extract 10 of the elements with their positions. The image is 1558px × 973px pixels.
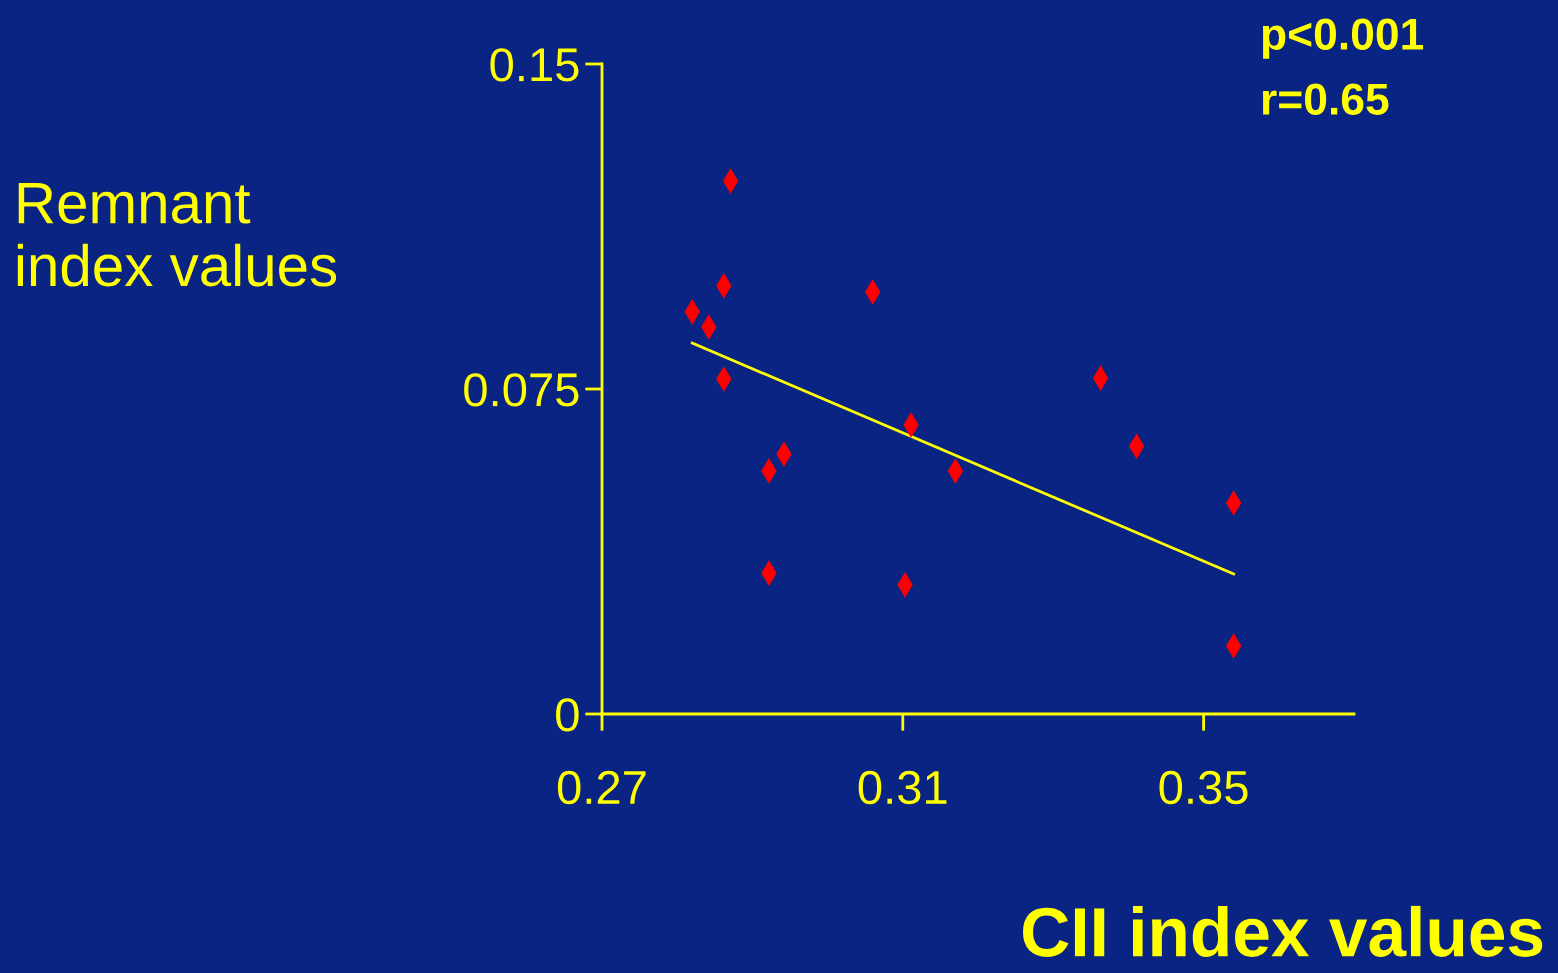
x-tick-label: 0.31 bbox=[858, 770, 947, 805]
x-tick-label: 0.35 bbox=[1159, 770, 1248, 805]
y-tick-label: 0 bbox=[556, 698, 579, 732]
y-axis-title: Remnant index values bbox=[17, 183, 337, 287]
annotation: r=0.65 bbox=[1262, 83, 1389, 115]
x-axis-title: CII index values bbox=[1023, 905, 1543, 957]
y-tick-label: 0.15 bbox=[490, 48, 579, 82]
y-tick-label: 0.075 bbox=[464, 373, 579, 407]
text: p<0.001 bbox=[1262, 18, 1424, 59]
x-tick-label: 0.27 bbox=[557, 770, 646, 805]
